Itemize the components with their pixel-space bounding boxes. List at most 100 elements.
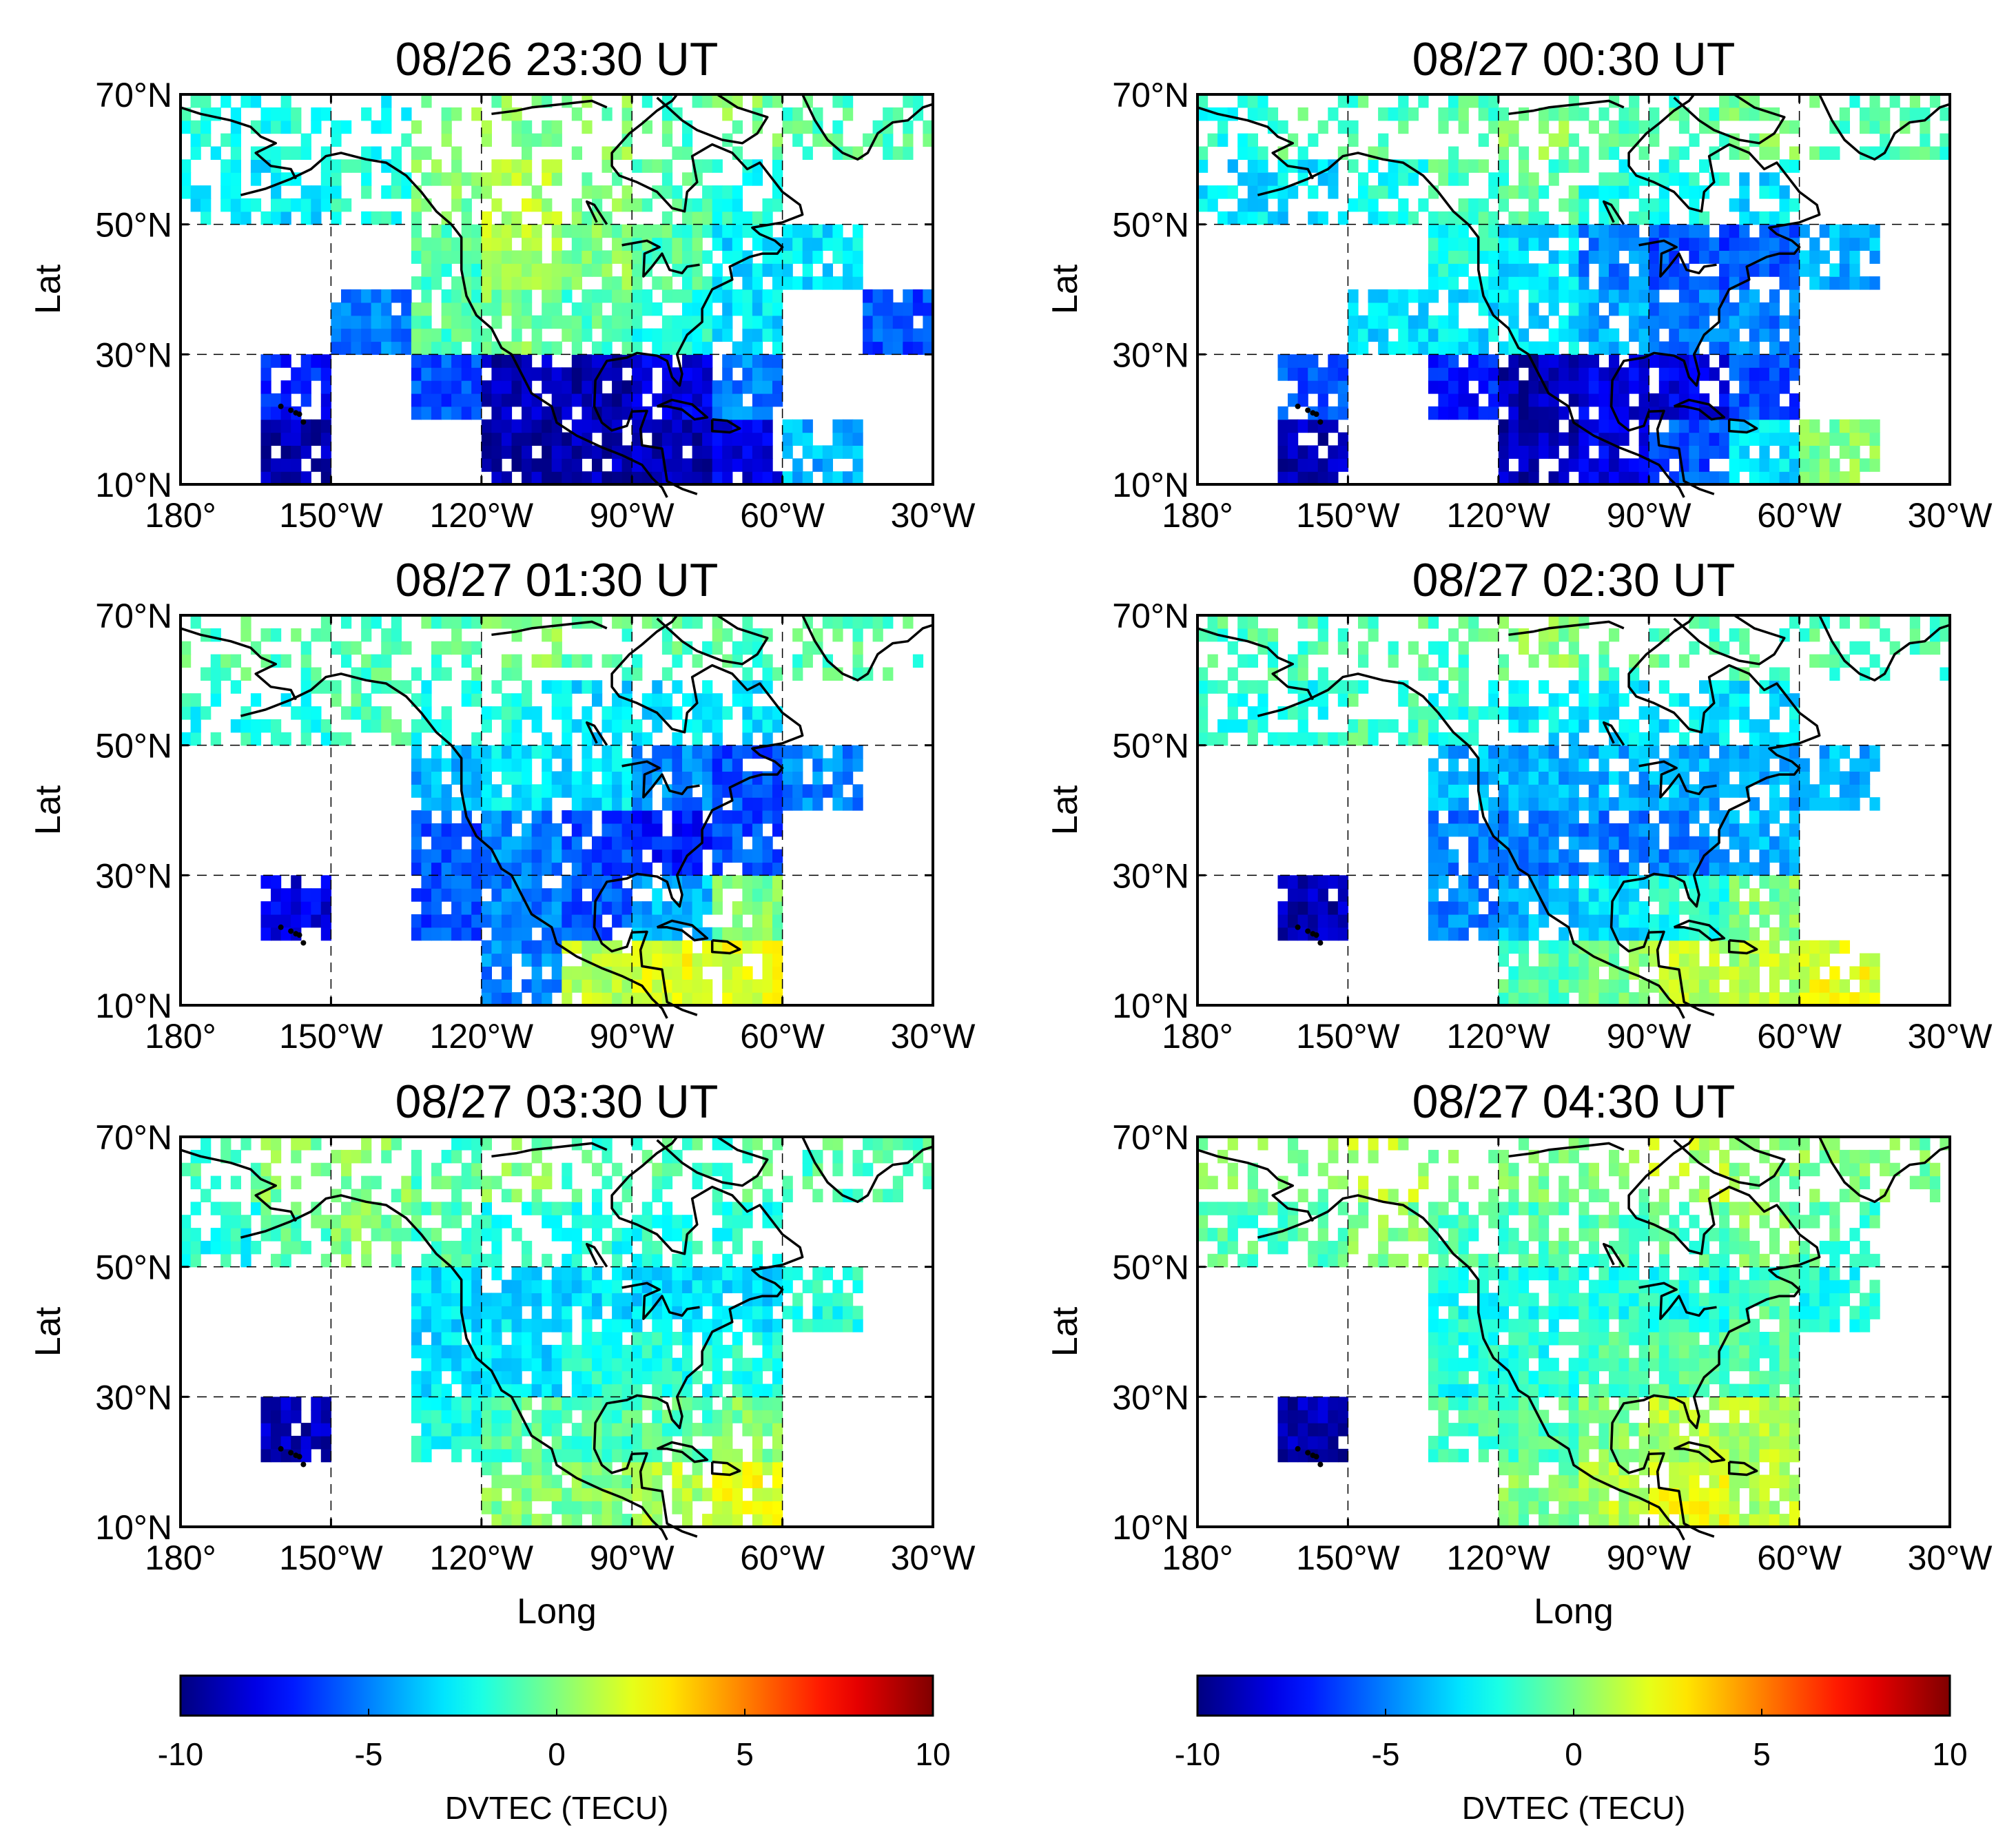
- heatmap-cell: [1508, 419, 1519, 433]
- heatmap-cell: [491, 758, 502, 772]
- heatmap-cell: [300, 432, 311, 446]
- heatmap-cell: [371, 146, 382, 160]
- heatmap-cell: [762, 875, 773, 889]
- heatmap-cell: [1308, 211, 1319, 225]
- heatmap-cell: [1689, 797, 1700, 811]
- heatmap-cell: [571, 797, 582, 811]
- heatmap-cell: [792, 432, 803, 446]
- heatmap-cell: [1699, 732, 1710, 746]
- heatmap-cell: [582, 406, 593, 420]
- heatmap-cell: [421, 901, 432, 915]
- heatmap-cell: [1468, 706, 1479, 720]
- heatmap-cell: [923, 120, 934, 134]
- heatmap-cell: [712, 224, 723, 238]
- heatmap-cell: [471, 641, 482, 655]
- heatmap-cell: [1498, 120, 1509, 134]
- heatmap-cell: [511, 1319, 522, 1333]
- heatmap-cell: [562, 745, 573, 759]
- heatmap-cell: [1709, 107, 1720, 121]
- heatmap-cell: [712, 1332, 723, 1346]
- heatmap-cell: [1548, 693, 1559, 707]
- heatmap-cell: [1508, 471, 1519, 485]
- heatmap-cell: [772, 289, 783, 303]
- heatmap-cell: [1789, 927, 1800, 941]
- heatmap-cell: [1488, 250, 1499, 264]
- heatmap-cell: [471, 237, 482, 251]
- heatmap-cell: [1428, 328, 1439, 342]
- heatmap-cell: [451, 146, 462, 160]
- heatmap-cell: [311, 120, 322, 134]
- heatmap-cell: [702, 432, 713, 446]
- heatmap-cell: [863, 315, 874, 329]
- heatmap-cell: [501, 224, 513, 238]
- heatmap-cell: [1759, 992, 1770, 1006]
- heatmap-cell: [682, 940, 693, 954]
- heatmap-cell: [411, 758, 422, 772]
- heatmap-cell: [601, 758, 613, 772]
- heatmap-cell: [1829, 992, 1840, 1006]
- heatmap-cell: [1699, 458, 1710, 472]
- heatmap-cell: [1488, 927, 1499, 941]
- heatmap-cell: [632, 289, 643, 303]
- heatmap-cell: [1478, 745, 1489, 759]
- heatmap-cell: [1719, 784, 1730, 798]
- heatmap-cell: [612, 1448, 623, 1463]
- heatmap-cell: [531, 1488, 542, 1501]
- heatmap-cell: [712, 289, 723, 303]
- heatmap-cell: [772, 146, 783, 160]
- heatmap-cell: [852, 641, 863, 655]
- heatmap-cell: [1328, 172, 1339, 186]
- heatmap-cell: [1288, 667, 1299, 681]
- heatmap-cell: [542, 120, 553, 134]
- heatmap-cell: [672, 445, 683, 459]
- heatmap-cell: [1749, 979, 1760, 993]
- heatmap-cell: [431, 615, 442, 629]
- heatmap-cell: [1729, 107, 1740, 121]
- heatmap-cell: [1468, 367, 1479, 381]
- heatmap-cell: [1869, 237, 1880, 251]
- heatmap-cell: [742, 810, 753, 824]
- heatmap-cell: [712, 159, 723, 173]
- heatmap-cell: [1458, 615, 1469, 629]
- heatmap-cell: [1458, 927, 1469, 941]
- heatmap-cell: [1689, 992, 1700, 1006]
- heatmap-cell: [732, 1370, 743, 1385]
- heatmap-cell: [812, 445, 823, 459]
- heatmap-cell: [1829, 654, 1840, 668]
- heatmap-cell: [722, 706, 733, 720]
- heatmap-cell: [501, 1319, 513, 1333]
- heatmap-cell: [441, 875, 452, 889]
- heatmap-cell: [1739, 758, 1750, 772]
- heatmap-cell: [1288, 914, 1299, 928]
- heatmap-cell: [1618, 458, 1629, 472]
- heatmap-cell: [1839, 771, 1850, 785]
- heatmap-cell: [471, 914, 482, 928]
- heatmap-cell: [1618, 367, 1629, 381]
- heatmap-cell: [682, 953, 693, 967]
- heatmap-cell: [1559, 315, 1570, 329]
- heatmap-cell: [641, 198, 652, 212]
- heatmap-cell: [391, 719, 402, 733]
- heatmap-cell: [702, 706, 713, 720]
- heatmap-cell: [1539, 875, 1550, 889]
- heatmap-cell: [461, 823, 472, 837]
- heatmap-cell: [411, 1332, 422, 1346]
- heatmap-cell: [1548, 250, 1559, 264]
- heatmap-cell: [280, 380, 291, 394]
- heatmap-cell: [1548, 172, 1559, 186]
- heatmap-cell: [1508, 940, 1519, 954]
- heatmap-cell: [1779, 758, 1790, 772]
- heatmap-cell: [762, 1461, 773, 1476]
- heatmap-cell: [661, 1370, 673, 1385]
- heatmap-cell: [522, 276, 533, 290]
- heatmap-cell: [1638, 458, 1649, 472]
- heatmap-cell: [632, 732, 643, 746]
- heatmap-cell: [1629, 471, 1640, 485]
- heatmap-cell: [592, 224, 603, 238]
- heatmap-cell: [411, 146, 422, 160]
- y-axis-label: Lat: [28, 264, 68, 314]
- heatmap-cell: [1488, 211, 1499, 225]
- heatmap-cell: [1669, 979, 1680, 993]
- heatmap-cell: [1799, 797, 1810, 811]
- heatmap-cell: [1699, 758, 1710, 772]
